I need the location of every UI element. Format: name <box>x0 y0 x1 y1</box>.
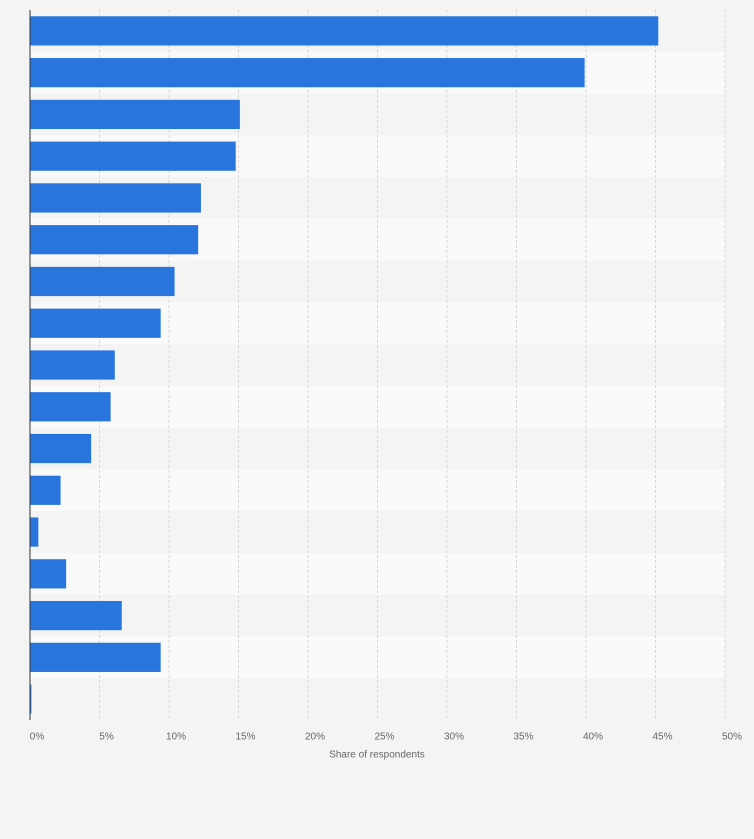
bar <box>30 433 92 464</box>
bar <box>30 475 61 505</box>
x-tick-label: 25% <box>374 732 394 743</box>
x-tick-label: 15% <box>235 732 255 743</box>
x-tick-label: 40% <box>583 732 603 743</box>
bar <box>30 684 32 714</box>
bar <box>30 99 240 130</box>
x-tick-label: 0% <box>30 732 45 743</box>
x-tick-label: 10% <box>166 732 186 743</box>
x-tick-label: 50% <box>722 732 742 743</box>
x-axis-title: Share of respondents <box>329 750 425 761</box>
bar <box>30 225 199 255</box>
bar <box>30 392 111 422</box>
bar <box>30 559 67 589</box>
x-tick-label: 5% <box>99 732 114 743</box>
bar <box>30 308 161 338</box>
x-tick-label: 45% <box>652 732 672 743</box>
x-tick-label: 20% <box>305 732 325 743</box>
bar <box>30 350 115 380</box>
bar <box>30 16 659 46</box>
bar <box>30 183 201 213</box>
row-band <box>30 552 725 595</box>
bar <box>30 58 585 88</box>
x-tick-label: 30% <box>444 732 464 743</box>
bar <box>30 600 122 631</box>
row-band <box>30 427 725 470</box>
bar <box>30 266 175 297</box>
row-band <box>30 678 725 720</box>
bar <box>30 642 161 672</box>
bar <box>30 517 39 547</box>
x-tick-label: 35% <box>513 732 533 743</box>
bar <box>30 141 236 171</box>
